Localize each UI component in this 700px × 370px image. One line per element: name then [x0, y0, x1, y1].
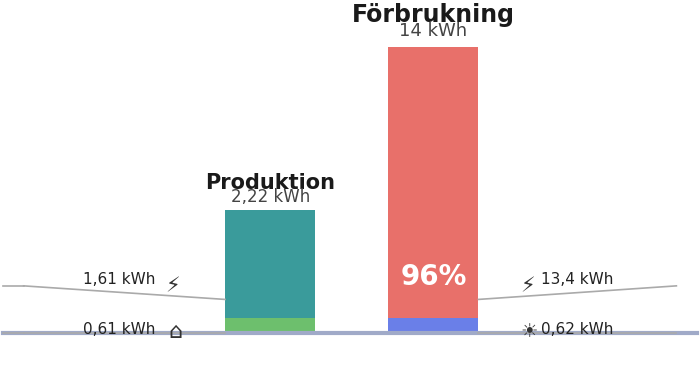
Text: Förbrukning: Förbrukning [352, 3, 514, 27]
Text: ⚡: ⚡ [166, 276, 180, 296]
Text: 0,62 kWh: 0,62 kWh [541, 322, 613, 337]
Text: ⌂: ⌂ [168, 322, 182, 342]
Text: ⚡: ⚡ [520, 276, 534, 296]
Text: 14 kWh: 14 kWh [399, 22, 468, 40]
Text: ☀: ☀ [520, 322, 538, 341]
Text: 13,4 kWh: 13,4 kWh [541, 272, 613, 287]
Text: 2,22 kWh: 2,22 kWh [230, 188, 310, 206]
Bar [389, 47, 479, 318]
Bar [225, 318, 315, 333]
Bar [225, 209, 315, 318]
Bar [389, 318, 479, 333]
Text: 1,61 kWh: 1,61 kWh [83, 272, 155, 287]
Text: 96%: 96% [400, 263, 466, 292]
Text: Produktion: Produktion [205, 173, 335, 193]
Text: 0,61 kWh: 0,61 kWh [83, 322, 155, 337]
